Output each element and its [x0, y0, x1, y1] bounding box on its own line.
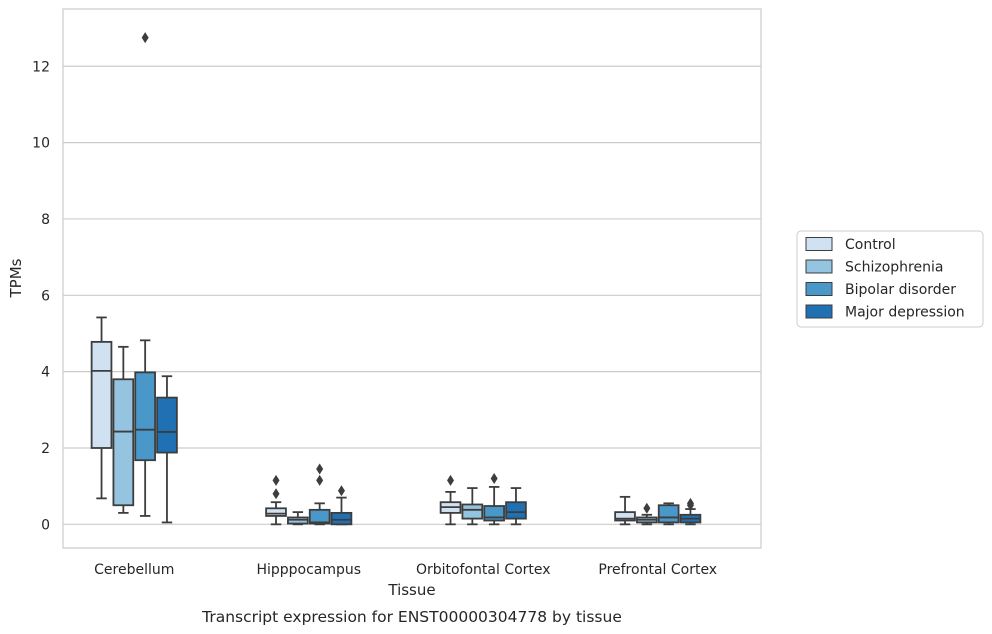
- outlier-point: [272, 488, 280, 500]
- box-iqr: [461, 503, 484, 520]
- legend-swatch: [805, 282, 833, 296]
- box: [265, 474, 287, 526]
- box: [308, 463, 331, 526]
- y-tick-label: 2: [41, 441, 50, 457]
- y-tick-labels: 0 2 4 6 8 10 12: [32, 59, 50, 533]
- box: [614, 495, 636, 526]
- box: [483, 473, 505, 526]
- box: [636, 502, 658, 526]
- outlier-point: [447, 474, 455, 486]
- legend-label: Major depression: [845, 305, 965, 321]
- box-iqr: [614, 511, 636, 522]
- outlier-point: [337, 485, 345, 497]
- box-iqr: [90, 340, 113, 449]
- box-iqr: [657, 504, 680, 524]
- box-iqr: [308, 508, 331, 525]
- box: [134, 32, 156, 517]
- outlier-point: [686, 497, 694, 509]
- outlier-point: [316, 474, 324, 486]
- outlier-point: [141, 32, 149, 44]
- box: [287, 511, 309, 526]
- box-iqr: [330, 511, 353, 526]
- outlier-point: [272, 474, 280, 486]
- box: [657, 502, 680, 526]
- y-axis-label: TPMs: [7, 258, 25, 298]
- legend-swatch: [805, 304, 833, 319]
- box-group-cerebellum: [90, 32, 178, 524]
- box: [112, 345, 135, 514]
- box-iqr: [156, 396, 178, 454]
- gridlines: [63, 65, 761, 525]
- box: [330, 485, 353, 526]
- box-group-prefrontal-cortex: [614, 495, 702, 526]
- box: [679, 497, 702, 526]
- box-iqr: [505, 501, 527, 520]
- outlier-point: [643, 502, 651, 514]
- legend-label: Schizophrenia: [845, 260, 943, 276]
- y-tick-label: 4: [41, 365, 50, 381]
- box: [505, 487, 527, 526]
- box: [90, 316, 113, 500]
- outlier-point: [490, 473, 498, 485]
- legend-frame: [796, 230, 984, 328]
- plot-area-frame: [62, 8, 762, 549]
- chart-caption: Transcript expression for ENST0000030477…: [201, 608, 622, 626]
- x-axis-label: Tissue: [387, 581, 435, 599]
- legend: Control Schizophrenia Bipolar disorder Majo…: [796, 230, 984, 328]
- x-tick-labels: Cerebellum Hipppocampus Orbitofontal Corte…: [94, 562, 717, 578]
- x-tick-label: Orbitofontal Cortex: [416, 562, 551, 578]
- legend-label: Control: [845, 237, 896, 253]
- y-tick-label: 6: [41, 288, 50, 304]
- box-iqr: [112, 378, 135, 507]
- box: [461, 487, 484, 526]
- legend-label: Bipolar disorder: [845, 282, 956, 298]
- box-group-orbitofontal-cortex: [439, 473, 527, 526]
- box-group-hipppocampus: [265, 463, 353, 526]
- box-iqr: [265, 507, 287, 517]
- y-tick-label: 0: [41, 517, 50, 533]
- legend-swatch: [805, 237, 833, 251]
- y-tick-label: 10: [32, 136, 50, 152]
- box-iqr: [134, 371, 156, 462]
- box: [439, 474, 462, 526]
- legend-swatch: [805, 259, 833, 274]
- y-tick-label: 8: [41, 212, 50, 228]
- x-tick-label: Hipppocampus: [256, 562, 361, 578]
- box: [156, 375, 178, 524]
- y-tick-label: 12: [32, 59, 50, 75]
- outlier-point: [316, 463, 324, 475]
- x-tick-label: Cerebellum: [94, 562, 174, 578]
- x-tick-label: Prefrontal Cortex: [598, 562, 717, 578]
- box-groups: [90, 32, 702, 526]
